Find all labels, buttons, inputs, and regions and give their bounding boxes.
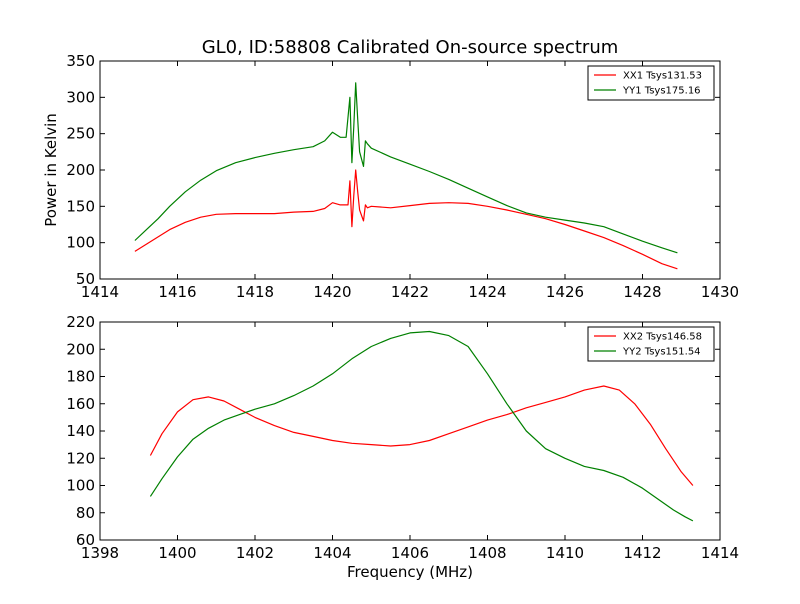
y-tick-label: 150 — [66, 197, 95, 215]
x-tick-label: 1424 — [468, 283, 506, 301]
legend-box — [587, 326, 715, 362]
series-line-2-1 — [149, 385, 694, 486]
y-tick-label: 50 — [76, 270, 95, 288]
bottom-subplot: 1398 1400 1402 1404 1406 1408 1410 1412 1414 60 80… — [66, 313, 739, 562]
x-tick-label: 1418 — [236, 283, 274, 301]
series-line-1-2 — [134, 82, 678, 254]
legend: XX2 Tsys146.58 YY2 Tsys151.54 — [587, 326, 715, 362]
y-tick-label: 220 — [66, 313, 95, 331]
y-tick-label: 60 — [76, 531, 95, 549]
series-line-2-2 — [149, 330, 694, 522]
chart-title: GL0, ID:58808 Calibrated On-source spect… — [202, 37, 619, 58]
x-tick-label: 1398 — [81, 544, 119, 562]
x-tick-label: 1416 — [158, 283, 196, 301]
x-tick-label: 1402 — [236, 544, 274, 562]
y-tick-label: 200 — [66, 340, 95, 358]
x-tick-label: 1428 — [623, 283, 661, 301]
legend-label: YY2 Tsys151.54 — [622, 347, 701, 358]
legend-label: XX1 Tsys131.53 — [623, 71, 702, 82]
x-tick-label: 1414 — [701, 544, 739, 562]
legend-label: XX2 Tsys146.58 — [623, 332, 702, 343]
x-tick-label: 1420 — [313, 283, 351, 301]
x-tick-label: 1404 — [313, 544, 351, 562]
y-tick-label: 180 — [66, 368, 95, 386]
series-line-1-1 — [134, 169, 678, 270]
y-tick-label: 300 — [66, 88, 95, 106]
y-tick-label: 80 — [76, 504, 95, 522]
legend-box — [587, 65, 715, 101]
y-tick-label: 140 — [66, 422, 95, 440]
y-tick-label: 100 — [66, 234, 95, 252]
x-tick-label: 1400 — [158, 544, 196, 562]
x-tick-label: 1426 — [546, 283, 584, 301]
y-tick-label: 120 — [66, 449, 95, 467]
x-tick-label: 1422 — [391, 283, 429, 301]
x-tick-label: 1406 — [391, 544, 429, 562]
x-axis-label: Frequency (MHz) — [347, 563, 473, 581]
y-tick-label: 250 — [66, 125, 95, 143]
y-tick-label: 100 — [66, 477, 95, 495]
top-subplot: 1414 1416 1418 1420 1422 1424 1426 1428 1430 50 10… — [66, 52, 739, 301]
y-tick-label: 200 — [66, 161, 95, 179]
x-tick-label: 1412 — [623, 544, 661, 562]
y-tick-label: 350 — [66, 52, 95, 70]
x-tick-label: 1408 — [468, 544, 506, 562]
x-tick-label: 1414 — [81, 283, 119, 301]
y-tick-label: 160 — [66, 395, 95, 413]
legend-label: YY1 Tsys175.16 — [622, 86, 701, 97]
y-axis-label: Power in Kelvin — [42, 113, 60, 227]
x-tick-label: 1430 — [701, 283, 739, 301]
legend: XX1 Tsys131.53 YY1 Tsys175.16 — [587, 65, 715, 101]
x-tick-label: 1410 — [546, 544, 584, 562]
